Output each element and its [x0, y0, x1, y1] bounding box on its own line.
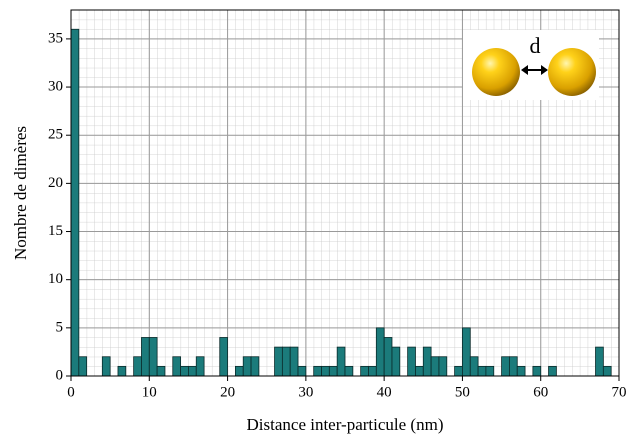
- bar: [117, 365, 127, 377]
- bar: [360, 365, 369, 377]
- x-tick-label: 10: [142, 384, 157, 400]
- bar: [415, 365, 424, 377]
- bar: [242, 356, 252, 377]
- x-tick-label: 0: [67, 384, 75, 400]
- bar: [595, 346, 604, 377]
- bar: [407, 346, 416, 377]
- bar: [297, 365, 307, 377]
- bar: [501, 356, 510, 377]
- bar: [336, 346, 346, 377]
- x-tick-label: 60: [533, 384, 548, 400]
- bar: [219, 337, 228, 377]
- bar: [368, 365, 377, 377]
- bar: [344, 365, 354, 377]
- x-tick-label: 30: [298, 384, 313, 400]
- y-tick-label: 15: [48, 223, 63, 239]
- y-tick-label: 30: [48, 78, 63, 94]
- arrow-head: [521, 65, 548, 75]
- bar: [141, 337, 150, 377]
- bar: [250, 356, 260, 377]
- bar: [454, 365, 463, 377]
- bar: [508, 356, 518, 377]
- x-tick-label: 20: [220, 384, 235, 400]
- annotation: d: [530, 33, 541, 58]
- y-tick-label: 20: [48, 175, 63, 191]
- bar: [321, 365, 330, 377]
- y-tick-label: 0: [56, 367, 64, 383]
- bar: [70, 28, 80, 377]
- bar: [438, 356, 448, 377]
- inset: d: [463, 30, 599, 100]
- bar: [195, 356, 205, 377]
- sphere: [472, 48, 520, 96]
- bar: [274, 346, 283, 377]
- bar: [148, 337, 158, 377]
- bar: [289, 346, 299, 377]
- x-tick-label: 70: [612, 384, 627, 400]
- y-tick-label: 35: [48, 30, 63, 46]
- bar: [602, 365, 612, 377]
- bar: [180, 365, 189, 377]
- y-tick-label: 5: [56, 319, 64, 335]
- bar: [313, 365, 322, 377]
- bar: [78, 356, 88, 377]
- y-axis-label: Nombre de dimères: [11, 126, 30, 260]
- bar: [156, 365, 166, 377]
- bar: [391, 346, 401, 377]
- bar: [477, 365, 487, 377]
- bar: [516, 365, 526, 377]
- bar: [133, 356, 142, 377]
- bar: [383, 337, 393, 377]
- bar: [234, 365, 244, 377]
- x-axis-label: Distance inter-particule (nm): [247, 415, 444, 434]
- bar: [469, 356, 479, 377]
- y-tick-label: 10: [48, 271, 63, 287]
- bar: [485, 365, 495, 377]
- bar: [430, 356, 440, 377]
- bar: [188, 365, 197, 377]
- bar: [328, 365, 338, 377]
- bar: [281, 346, 291, 377]
- x-tick-label: 50: [455, 384, 470, 400]
- sphere: [548, 48, 596, 96]
- bar: [422, 346, 432, 377]
- plot-frame: [70, 9, 620, 377]
- bar: [548, 365, 557, 377]
- bar: [462, 327, 471, 377]
- bar: [375, 327, 385, 377]
- y-tick-label: 25: [48, 127, 63, 143]
- bar: [101, 356, 111, 377]
- bar: [172, 356, 181, 377]
- bar: [532, 365, 542, 377]
- x-tick-label: 40: [377, 384, 392, 400]
